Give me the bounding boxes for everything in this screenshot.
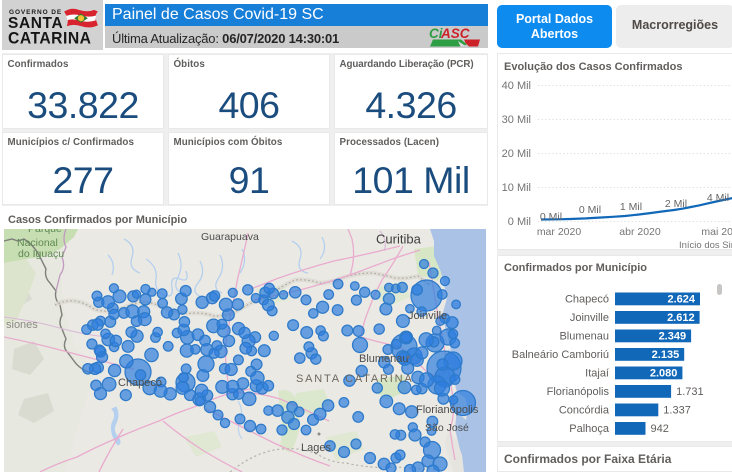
svg-text:0 Mil: 0 Mil [579, 204, 601, 216]
svg-text:Curitiba: Curitiba [376, 232, 422, 247]
svg-text:siones: siones [6, 319, 38, 331]
svg-text:mai 2020: mai 2020 [701, 226, 732, 238]
svg-text:2.349: 2.349 [659, 331, 687, 343]
svg-text:Guarapuava: Guarapuava [201, 231, 259, 243]
svg-text:1 Mil: 1 Mil [620, 201, 642, 213]
svg-text:2.135: 2.135 [652, 349, 680, 361]
svg-text:Balneário Camboriú: Balneário Camboriú [512, 349, 609, 361]
svg-text:SANTA CATARINA: SANTA CATARINA [296, 373, 414, 385]
svg-text:Ci: Ci [429, 27, 443, 41]
svg-text:São José: São José [425, 422, 469, 434]
svg-text:Joinville: Joinville [570, 312, 609, 324]
svg-text:Blumenau: Blumenau [359, 353, 409, 365]
svg-text:Itajaí: Itajaí [585, 368, 609, 380]
svg-text:942: 942 [651, 423, 669, 435]
svg-text:Concórdia: Concórdia [559, 405, 610, 417]
svg-text:20 Mil: 20 Mil [502, 148, 531, 160]
svg-text:abr 2020: abr 2020 [619, 226, 661, 238]
svg-text:2 Mil: 2 Mil [665, 198, 687, 210]
svg-text:Florianópolis: Florianópolis [547, 386, 610, 398]
svg-text:Lages: Lages [301, 442, 331, 454]
svg-text:Chapecó: Chapecó [565, 294, 609, 306]
svg-text:Palhoça: Palhoça [569, 423, 610, 435]
svg-text:10 Mil: 10 Mil [502, 182, 531, 194]
svg-text:0 Mil: 0 Mil [540, 211, 562, 223]
svg-text:Início dos Sintomas: Início dos Sintomas [679, 240, 732, 251]
svg-text:Joinville: Joinville [408, 310, 447, 322]
svg-text:40 Mil: 40 Mil [502, 80, 531, 92]
svg-text:mar 2020: mar 2020 [537, 226, 582, 238]
svg-text:0 Mil: 0 Mil [508, 216, 531, 228]
svg-text:Parque: Parque [28, 229, 62, 235]
svg-text:30 Mil: 30 Mil [502, 114, 531, 126]
svg-text:2.624: 2.624 [667, 294, 695, 306]
svg-text:Florianópolis: Florianópolis [416, 404, 479, 416]
svg-text:do Iguaçu: do Iguaçu [18, 248, 64, 260]
svg-text:ASC: ASC [440, 27, 470, 41]
svg-text:Blumenau: Blumenau [559, 331, 609, 343]
svg-text:Nacional: Nacional [17, 237, 58, 249]
svg-text:2.612: 2.612 [667, 312, 695, 324]
svg-text:Chapecó: Chapecó [118, 377, 162, 389]
svg-text:2.080: 2.080 [650, 368, 678, 380]
svg-text:1.337: 1.337 [663, 405, 691, 417]
svg-text:4 Mil: 4 Mil [707, 192, 729, 204]
svg-text:1.731: 1.731 [676, 386, 704, 398]
